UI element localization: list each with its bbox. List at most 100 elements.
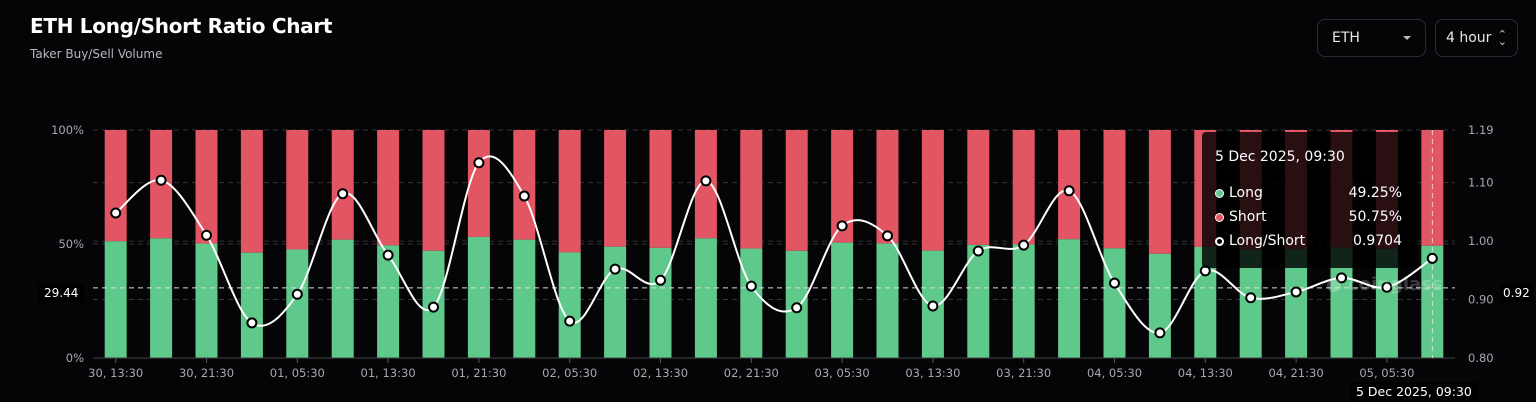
long-bar (558, 252, 581, 358)
ratio-point (1063, 185, 1075, 197)
tooltip-value: 49.25% (1348, 185, 1402, 201)
short-bar (1148, 130, 1171, 254)
page-title: ETH Long/Short Ratio Chart (30, 14, 333, 38)
x-axis-tick: 01, 21:30 (451, 366, 506, 380)
short-bar (104, 130, 127, 242)
x-axis-tick: 30, 13:30 (88, 366, 143, 380)
right-axis-tick: 1.19 (1468, 123, 1494, 137)
long-bar (604, 246, 627, 358)
short-bar (831, 130, 854, 243)
right-axis-tick: 1.00 (1468, 234, 1494, 248)
x-axis-tick: 02, 13:30 (633, 366, 688, 380)
ratio-point (428, 301, 439, 313)
chevron-updown-icon: ⌃ ⌄ (1497, 28, 1507, 48)
short-bar (422, 130, 445, 251)
long-bar (377, 245, 400, 358)
short-bar (195, 130, 218, 244)
short-dot-icon (1215, 212, 1224, 222)
tooltip-row-short: Short 50.75% (1215, 209, 1402, 225)
x-axis-tick: 03, 05:30 (815, 366, 870, 380)
x-axis-tick: 02, 21:30 (724, 366, 779, 380)
long-bar (195, 243, 218, 358)
x-axis-tick: 05, 05:30 (1359, 366, 1414, 380)
ratio-point (836, 220, 848, 232)
ratio-point (291, 288, 303, 300)
tooltip-value: 50.75% (1348, 209, 1402, 225)
short-bar (377, 130, 400, 246)
long-dot-icon (1215, 188, 1224, 198)
right-axis-tick: 0.90 (1468, 293, 1494, 307)
long-bar (1239, 249, 1262, 358)
short-bar (1058, 130, 1081, 240)
tooltip-value: 0.9704 (1353, 233, 1402, 249)
long-bar (876, 243, 899, 358)
tooltip-label: Long (1229, 185, 1263, 201)
short-bar (967, 130, 990, 245)
ratio-point (882, 230, 893, 242)
tooltip-date: 5 Dec 2025, 09:30 (1215, 149, 1345, 165)
ratio-point (745, 280, 757, 292)
short-bar (740, 130, 763, 249)
long-bar (1012, 244, 1035, 358)
short-bar (513, 130, 536, 240)
crosshair-right-label: 0.92 (1500, 284, 1533, 302)
ratio-point (972, 245, 984, 257)
ratio-dot-icon (1215, 236, 1224, 246)
short-bar (785, 130, 808, 251)
long-bar (967, 244, 990, 358)
ratio-point (1109, 277, 1120, 289)
ratio-point (110, 207, 122, 219)
long-bar (331, 239, 354, 358)
interval-select[interactable]: 4 hour ⌃ ⌄ (1435, 19, 1518, 57)
ratio-point (927, 300, 939, 312)
interval-value: 4 hour (1446, 30, 1492, 46)
caret-down-icon (1403, 36, 1411, 40)
right-axis-tick: 1.10 (1468, 176, 1494, 190)
x-axis-tick: 03, 13:30 (905, 366, 960, 380)
long-bar (104, 241, 127, 358)
ratio-point (382, 249, 394, 261)
x-axis-tick: 04, 21:30 (1269, 366, 1324, 380)
long-bar (1103, 248, 1126, 358)
ratio-point (1245, 292, 1257, 304)
ratio-point (201, 229, 212, 241)
ratio-point (1290, 286, 1302, 298)
long-bar (694, 238, 717, 358)
short-bar (1103, 130, 1126, 249)
short-bar (921, 130, 944, 251)
symbol-value: ETH (1332, 30, 1360, 46)
ratio-point (518, 190, 530, 202)
ratio-point (1154, 327, 1166, 339)
ratio-point (1336, 272, 1347, 284)
long-bar (1375, 248, 1398, 358)
ratio-point (1381, 281, 1393, 293)
ratio-point (1426, 252, 1438, 264)
ratio-point (609, 263, 621, 275)
symbol-select[interactable]: ETH (1317, 19, 1426, 57)
x-axis-tick: 30, 21:30 (179, 366, 234, 380)
tooltip-label: Long/Short (1229, 233, 1306, 249)
short-bar (467, 130, 490, 237)
ratio-point (700, 175, 712, 187)
short-bar (558, 130, 581, 253)
watermark-text: coinglass (1347, 274, 1443, 295)
left-axis-tick: 100% (51, 123, 84, 137)
chart-tooltip: 5 Dec 2025, 09:30 Long 49.25% Short 50.7… (1202, 132, 1418, 268)
ratio-point (473, 157, 485, 169)
x-axis-tick: 04, 05:30 (1087, 366, 1142, 380)
long-bar (1148, 253, 1171, 358)
long-bar (513, 239, 536, 358)
x-axis-tick: 04, 13:30 (1178, 366, 1233, 380)
long-bar (286, 249, 309, 358)
short-bar (1012, 130, 1035, 245)
long-bar (240, 252, 263, 358)
long-bar (1285, 249, 1308, 358)
crosshair-left-label: 29.44 (38, 284, 85, 302)
long-bar (649, 247, 672, 358)
short-bar (286, 130, 309, 250)
page-subtitle: Taker Buy/Sell Volume (30, 47, 163, 61)
x-axis-tick: 03, 21:30 (996, 366, 1051, 380)
tooltip-row-long: Long 49.25% (1215, 185, 1402, 201)
ratio-point (246, 317, 258, 329)
